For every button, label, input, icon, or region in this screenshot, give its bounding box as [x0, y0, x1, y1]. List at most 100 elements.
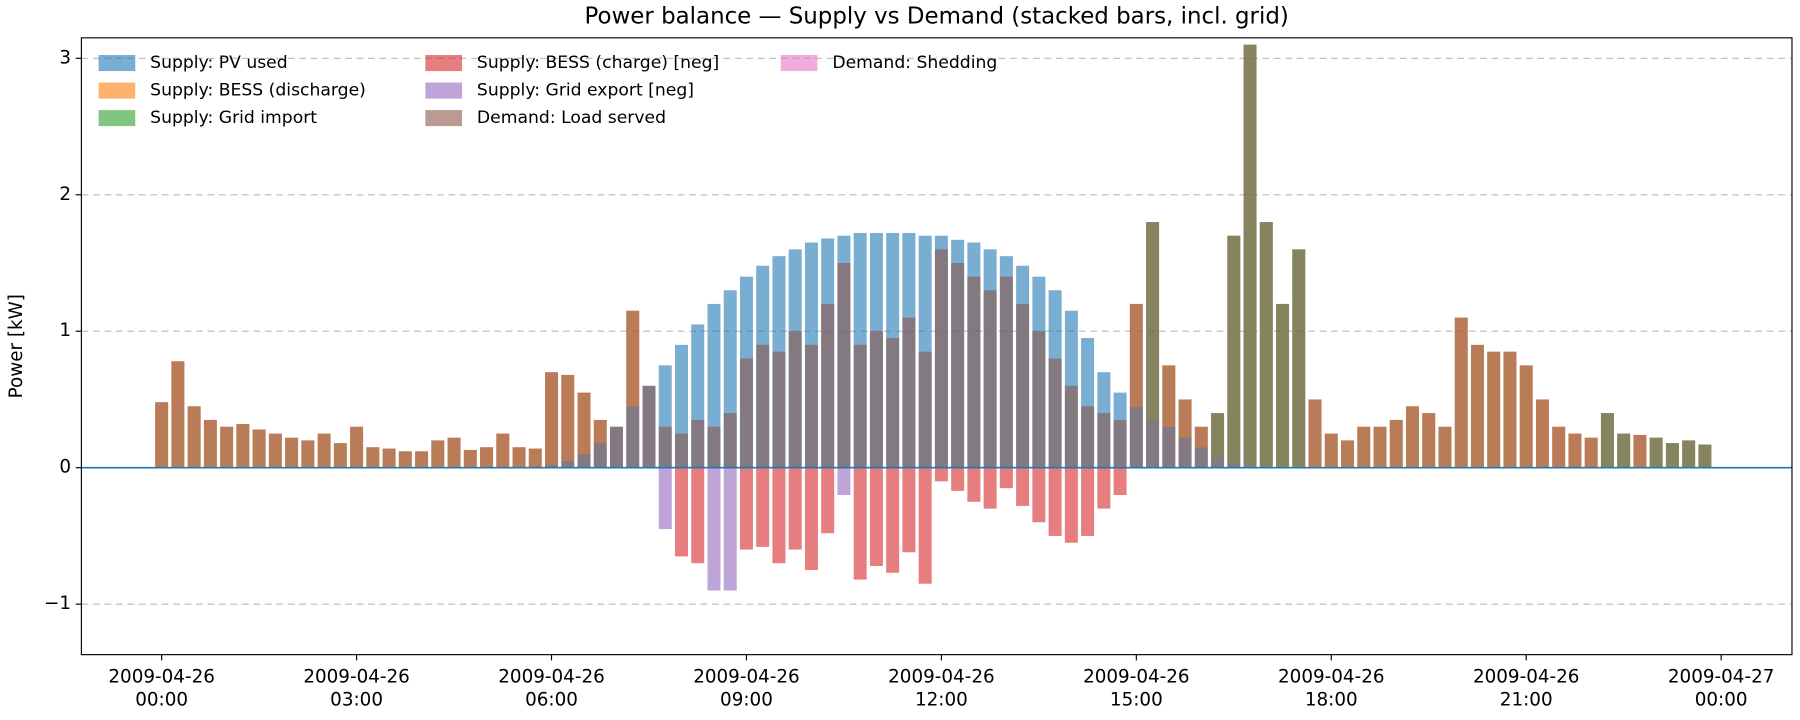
bar — [674, 467, 688, 557]
x-tick-label-line: 18:00 — [1305, 690, 1358, 711]
x-tick-label-line: 2009-04-26 — [1083, 667, 1190, 688]
bar — [1276, 303, 1290, 468]
bar — [674, 433, 688, 468]
x-tick-label-line: 2009-04-26 — [693, 667, 800, 688]
bar — [983, 290, 997, 468]
bar — [1617, 433, 1631, 468]
bar — [1308, 399, 1322, 468]
bar — [431, 440, 445, 468]
bar — [999, 467, 1013, 489]
bar — [967, 276, 981, 468]
x-tick-label: 2009-04-26 00:00 — [108, 667, 215, 711]
bar — [1470, 344, 1484, 468]
bar — [447, 437, 461, 468]
bar — [155, 402, 169, 468]
bar — [1584, 437, 1598, 468]
bar — [1405, 406, 1419, 468]
bar — [934, 249, 948, 468]
bar — [902, 317, 916, 468]
bar — [236, 424, 250, 468]
bar — [886, 338, 900, 468]
bar — [1113, 467, 1127, 495]
bar — [187, 406, 201, 468]
bar — [1568, 433, 1582, 468]
bar — [691, 467, 705, 564]
bar — [756, 344, 770, 468]
x-tick-label: 2009-04-27 00:00 — [1668, 667, 1775, 711]
legend-swatch — [425, 55, 463, 72]
bar — [398, 451, 412, 468]
bar — [707, 426, 721, 468]
bar — [545, 372, 559, 468]
bar — [934, 467, 948, 482]
x-tick-label-line: 12:00 — [915, 690, 968, 711]
bar — [382, 448, 396, 468]
bar — [1194, 426, 1208, 468]
legend-label: Supply: PV used — [150, 53, 287, 73]
y-axis-label: Power [kW] — [6, 294, 27, 398]
x-tick-label-line: 21:00 — [1500, 690, 1553, 711]
bar — [1649, 437, 1663, 468]
bar — [1259, 222, 1273, 468]
bar — [1665, 443, 1679, 468]
bar — [1698, 444, 1712, 468]
bar — [951, 467, 965, 491]
bar — [203, 419, 217, 468]
bar — [788, 331, 802, 468]
bar — [610, 426, 624, 468]
bar — [577, 392, 591, 468]
bar — [1633, 434, 1647, 468]
bar — [723, 413, 737, 468]
bar — [723, 467, 737, 591]
bar — [983, 467, 997, 509]
bar — [886, 467, 900, 573]
bar — [1292, 249, 1306, 468]
bar — [951, 262, 965, 468]
bar — [415, 451, 429, 468]
bar — [918, 467, 932, 584]
bar — [1032, 467, 1046, 523]
bar — [1438, 426, 1452, 468]
bar — [642, 385, 656, 468]
x-tick-label: 2009-04-26 09:00 — [693, 667, 800, 711]
y-tick-label: 2 — [59, 184, 71, 205]
bar — [1162, 365, 1176, 468]
bar — [658, 426, 672, 468]
bar — [1081, 467, 1095, 536]
bar — [1682, 440, 1696, 468]
bar — [1600, 413, 1614, 468]
x-tick-label-line: 2009-04-26 — [1473, 667, 1580, 688]
bar — [1227, 235, 1241, 468]
x-tick-label-line: 09:00 — [720, 690, 773, 711]
bar — [496, 433, 510, 468]
bar — [480, 447, 494, 468]
legend-label: Demand: Shedding — [832, 53, 997, 73]
bar — [252, 429, 266, 468]
bar — [1211, 413, 1225, 468]
bar — [658, 467, 672, 530]
bar — [1097, 413, 1111, 468]
bar — [1389, 419, 1403, 468]
bar — [772, 351, 786, 468]
bar — [1454, 317, 1468, 468]
bar — [1324, 433, 1338, 468]
x-tick-label-line: 15:00 — [1110, 690, 1163, 711]
bar — [317, 433, 331, 468]
plot-frame — [80, 37, 1793, 656]
bar — [1519, 365, 1533, 468]
bar — [853, 344, 867, 468]
bar — [869, 467, 883, 566]
bar — [1178, 399, 1192, 468]
bar — [739, 358, 753, 468]
bar — [756, 467, 770, 547]
x-tick-label: 2009-04-26 21:00 — [1473, 667, 1580, 711]
bar — [366, 447, 380, 468]
y-tick-label: 1 — [59, 320, 71, 341]
bar — [837, 467, 851, 495]
bar — [1146, 222, 1160, 468]
bar — [1535, 399, 1549, 468]
legend-swatch — [98, 82, 136, 99]
x-tick-label-line: 00:00 — [1695, 690, 1748, 711]
bar — [285, 437, 299, 468]
